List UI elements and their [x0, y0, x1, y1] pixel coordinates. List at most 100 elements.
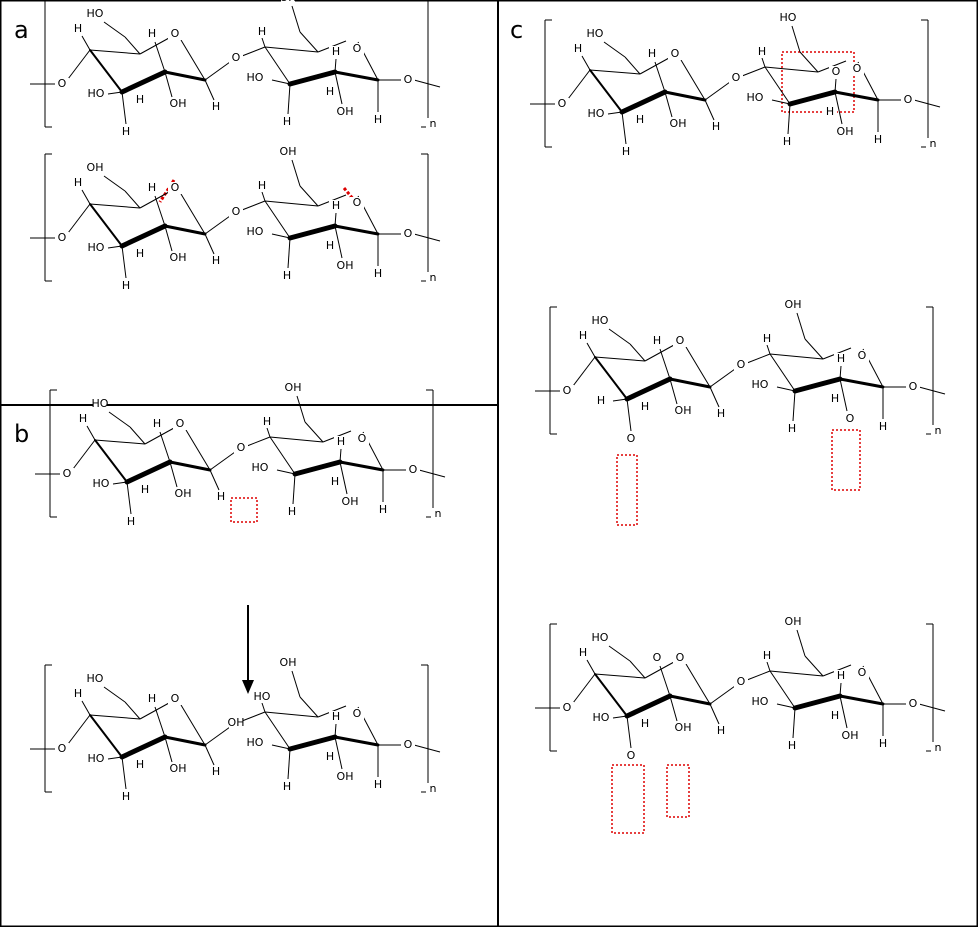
atom-bg — [209, 766, 223, 778]
bond — [67, 714, 91, 745]
atom-bg — [431, 508, 445, 520]
atom-label: H — [579, 646, 587, 659]
atom-bg — [850, 63, 864, 75]
atom-bg — [138, 484, 152, 496]
bond — [209, 451, 236, 471]
atom-bg — [133, 759, 147, 771]
atom-label: H — [283, 269, 291, 282]
bond — [124, 701, 141, 720]
atom-bg — [871, 134, 885, 146]
atom-label: O — [653, 651, 662, 664]
atom-label: OH — [337, 105, 354, 118]
bond — [81, 700, 91, 716]
bond — [603, 41, 626, 58]
bond — [776, 386, 796, 392]
atom-label: H — [122, 790, 130, 803]
atom-label: O — [853, 62, 862, 75]
atom-bg — [650, 335, 664, 347]
bond — [746, 670, 771, 681]
atom-label: H — [717, 724, 725, 737]
atom-label: O — [904, 93, 913, 106]
atom-bg — [668, 48, 682, 60]
atom-bg — [843, 413, 857, 425]
bond — [204, 233, 215, 255]
bond — [204, 726, 231, 746]
atom-label: H — [653, 334, 661, 347]
atom-label: H — [597, 394, 605, 407]
atom-bg — [560, 385, 574, 397]
atom-bg — [71, 23, 85, 35]
atom-bg — [88, 162, 102, 174]
bond — [299, 31, 319, 53]
atom-label: OH — [785, 298, 802, 311]
bond — [659, 348, 671, 380]
bond — [164, 71, 173, 98]
atom-label: H — [263, 415, 271, 428]
atom-label: HO — [752, 695, 769, 708]
bond — [918, 703, 946, 712]
atom-label: OH — [87, 161, 104, 174]
bond — [163, 224, 207, 236]
atom-bg — [426, 783, 440, 795]
bond — [796, 629, 806, 657]
atom-label: H — [217, 490, 225, 503]
bond — [608, 328, 631, 345]
atom-bg — [350, 197, 364, 209]
bond — [594, 673, 646, 679]
atom-label: O — [404, 227, 413, 240]
atom-label: O — [237, 441, 246, 454]
atom-label: O — [404, 738, 413, 751]
bond — [761, 57, 766, 68]
atom-label: H — [641, 717, 649, 730]
bond — [264, 46, 319, 53]
atom-bg — [171, 98, 185, 110]
atom-bg — [755, 46, 769, 58]
atom-label: H — [136, 758, 144, 771]
atom-bg — [638, 718, 652, 730]
atom-label: O — [909, 380, 918, 393]
atom-label: OH — [837, 125, 854, 138]
bond — [776, 703, 796, 709]
atom-label: O — [232, 205, 241, 218]
atom-bg — [329, 711, 343, 723]
bond — [154, 195, 166, 227]
bond — [709, 685, 736, 705]
atom-label: O — [63, 467, 72, 480]
atom-label: H — [788, 422, 796, 435]
bond — [769, 670, 824, 677]
bond — [581, 55, 591, 71]
bond — [594, 673, 628, 717]
bond — [119, 223, 168, 249]
bond — [769, 353, 796, 392]
atom-label: O — [58, 231, 67, 244]
atom-bg — [229, 52, 243, 64]
atom-bg — [624, 750, 638, 762]
atom-bg — [376, 504, 390, 516]
bond — [787, 89, 838, 107]
atom-bg — [280, 781, 294, 793]
bond — [709, 368, 736, 388]
bond — [67, 49, 91, 80]
atom-bg — [355, 433, 369, 445]
atom-bg — [594, 712, 608, 724]
bond — [287, 83, 291, 115]
atom-bg — [828, 710, 842, 722]
bond — [791, 25, 801, 53]
bond — [704, 99, 715, 121]
atom-bg — [133, 94, 147, 106]
atom-bg — [171, 252, 185, 264]
bond — [838, 694, 885, 706]
bond — [139, 37, 170, 55]
bond — [586, 342, 596, 358]
atom-label: HO — [88, 752, 105, 765]
atom-bg — [323, 86, 337, 98]
atom-bg — [714, 725, 728, 737]
atom-label: H — [374, 778, 382, 791]
atom-label: H — [74, 176, 82, 189]
atom-bg — [855, 350, 869, 362]
bond — [709, 386, 720, 408]
atom-bg — [145, 182, 159, 194]
atom-label: H — [212, 254, 220, 267]
bond — [89, 203, 123, 247]
atom-bg — [168, 182, 182, 194]
